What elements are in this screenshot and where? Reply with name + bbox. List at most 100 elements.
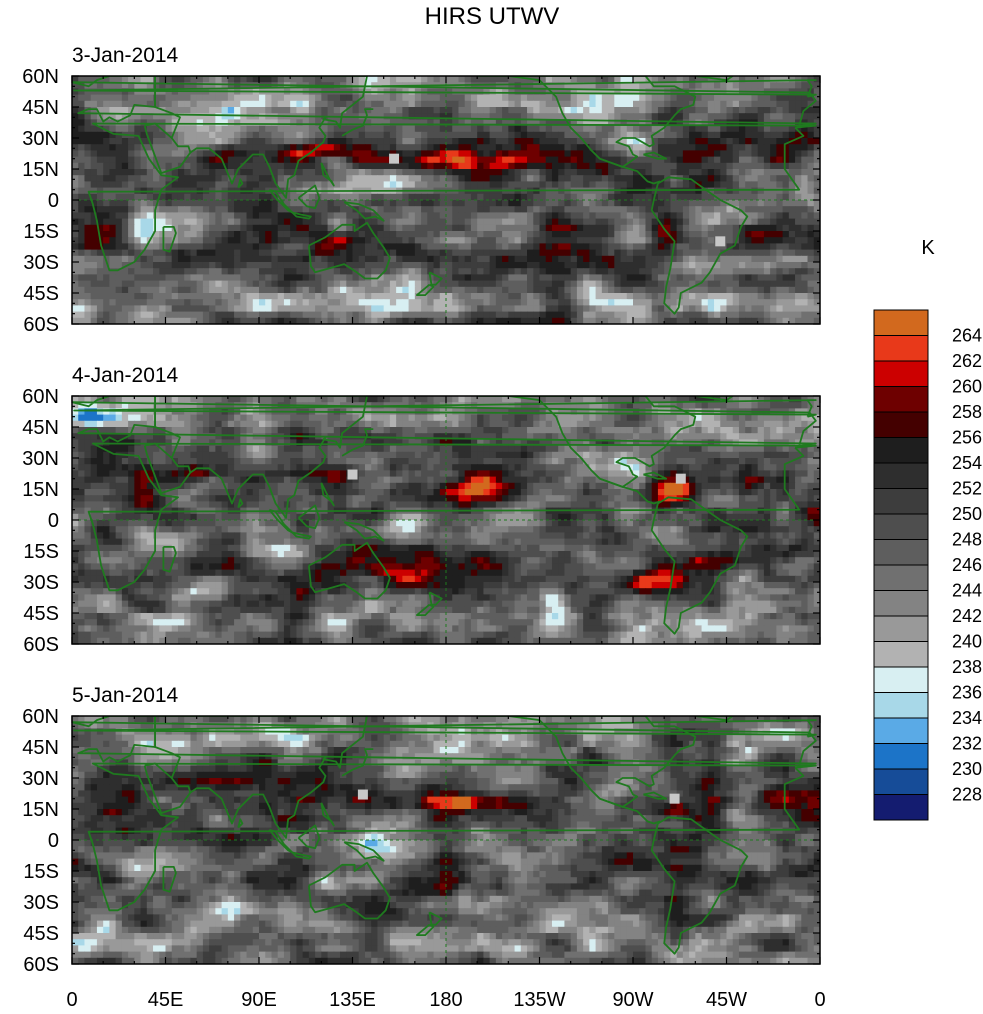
latitude-tick-label: 15N bbox=[22, 159, 59, 181]
coastline bbox=[599, 797, 661, 825]
coastline bbox=[415, 603, 435, 616]
colorbar-tick-label: 242 bbox=[952, 606, 982, 626]
missing-data-marker bbox=[669, 793, 680, 804]
colorbar-swatch bbox=[873, 564, 929, 591]
longitude-tick-label: 135E bbox=[329, 989, 376, 1011]
panel-axes: 60N 45N 30N 15N 0 15S 30S 45S 60S bbox=[22, 386, 821, 656]
colorbar-swatch bbox=[873, 309, 929, 336]
coastline bbox=[170, 777, 192, 793]
colorbar-tick-label: 252 bbox=[952, 479, 982, 499]
coastline bbox=[650, 816, 749, 955]
colorbar-swatch bbox=[873, 794, 929, 821]
latitude-tick-label: 15N bbox=[22, 479, 59, 501]
coastline bbox=[695, 396, 734, 402]
longitude-tick-label: 45W bbox=[706, 989, 747, 1011]
coastline bbox=[415, 923, 435, 936]
colorbar-tick-label: 236 bbox=[952, 683, 982, 703]
panel-axes: 60N 45N 30N 15N 0 15S 30S 45S 60S bbox=[22, 66, 821, 336]
coastline bbox=[650, 176, 749, 315]
coastline bbox=[143, 716, 368, 839]
units-label: K bbox=[921, 237, 935, 259]
latitude-tick-label: 0 bbox=[48, 830, 59, 852]
coastline bbox=[87, 762, 817, 912]
coastline bbox=[237, 178, 244, 189]
coastline bbox=[73, 79, 817, 98]
longitude-tick-label: 0 bbox=[66, 989, 77, 1011]
colorbar-tick-label: 260 bbox=[952, 377, 982, 397]
coastline bbox=[237, 818, 244, 829]
coastline bbox=[643, 151, 668, 160]
coastline bbox=[343, 201, 385, 222]
latitude-tick-label: 0 bbox=[48, 510, 59, 532]
coastline bbox=[650, 496, 749, 635]
colorbar-swatch bbox=[873, 666, 929, 693]
latitude-tick-label: 30N bbox=[22, 128, 59, 150]
latitude-tick-label: 30S bbox=[23, 252, 59, 274]
longitude-tick-label: 90E bbox=[241, 989, 277, 1011]
latitude-tick-label: 45N bbox=[22, 97, 59, 119]
colorbar-swatch bbox=[873, 615, 929, 642]
colorbar-swatch bbox=[873, 360, 929, 387]
coastline bbox=[343, 521, 385, 542]
coastline bbox=[297, 504, 321, 530]
colorbar-tick-label: 258 bbox=[952, 402, 982, 422]
panel-axes: 60N 45N 30N 15N 0 15S 30S 45S 60S bbox=[22, 706, 821, 976]
coastline bbox=[428, 271, 443, 286]
coastline bbox=[341, 108, 374, 137]
latitude-tick-label: 30S bbox=[23, 572, 59, 594]
missing-data-marker bbox=[389, 153, 400, 164]
longitude-tick-label: 90W bbox=[612, 989, 653, 1011]
colorbar-swatch bbox=[873, 717, 929, 744]
colorbar-tick-label: 240 bbox=[952, 632, 982, 652]
colorbar-tick-label: 232 bbox=[952, 734, 982, 754]
coastline bbox=[143, 396, 368, 519]
longitude-tick-label: 0 bbox=[814, 989, 825, 1011]
coastlines bbox=[72, 396, 820, 644]
colorbar-swatch bbox=[873, 539, 929, 566]
colorbar-tick-label: 234 bbox=[952, 708, 982, 728]
coastline bbox=[341, 428, 374, 457]
colorbar-swatch bbox=[873, 743, 929, 770]
longitude-tick-label: 180 bbox=[429, 989, 462, 1011]
colorbar-swatch bbox=[873, 768, 929, 795]
coastline bbox=[695, 76, 734, 81]
coastline bbox=[428, 591, 443, 606]
latitude-tick-label: 15N bbox=[22, 799, 59, 821]
colorbar-swatch bbox=[873, 462, 929, 489]
latitude-tick-label: 60S bbox=[23, 954, 59, 976]
coastline bbox=[599, 157, 661, 185]
coastline bbox=[237, 498, 244, 509]
latitude-tick-label: 45S bbox=[23, 283, 59, 305]
colorbar-swatch bbox=[873, 641, 929, 668]
coastline bbox=[320, 802, 335, 827]
map-panel: 5-Jan-2014 60N 45N 30N 15N 0 15S 30S 45S 60S bbox=[22, 684, 821, 976]
colorbar-tick-label: 238 bbox=[952, 657, 982, 677]
latitude-tick-label: 45N bbox=[22, 737, 59, 759]
latitude-tick-label: 45S bbox=[23, 923, 59, 945]
colorbar-tick-label: 244 bbox=[952, 581, 982, 601]
coastline bbox=[162, 866, 177, 893]
coastline bbox=[87, 442, 817, 592]
coastline bbox=[308, 541, 391, 600]
latitude-tick-label: 60N bbox=[22, 706, 59, 728]
map-panel: 4-Jan-2014 60N 45N 30N 15N 0 15S 30S 45S 60S bbox=[22, 364, 821, 656]
panel-date-label: 4-Jan-2014 bbox=[72, 364, 179, 387]
colorbar-tick-label: 250 bbox=[952, 504, 982, 524]
colorbar-swatch bbox=[873, 513, 929, 540]
colorbar-swatch bbox=[873, 386, 929, 413]
latitude-tick-label: 45S bbox=[23, 603, 59, 625]
coastline bbox=[415, 283, 435, 297]
latitude-tick-label: 0 bbox=[48, 190, 59, 212]
coastline bbox=[599, 477, 661, 505]
latitude-tick-label: 30S bbox=[23, 892, 59, 914]
map-field bbox=[72, 76, 820, 324]
coastline bbox=[308, 861, 391, 920]
colorbar-tick-label: 248 bbox=[952, 530, 982, 550]
coastline bbox=[477, 76, 697, 168]
figure-title: HIRS UTWV bbox=[425, 3, 560, 30]
colorbar-swatch bbox=[873, 692, 929, 719]
coastline bbox=[291, 211, 312, 220]
missing-data-marker bbox=[357, 789, 368, 800]
latitude-tick-label: 15S bbox=[23, 221, 59, 243]
